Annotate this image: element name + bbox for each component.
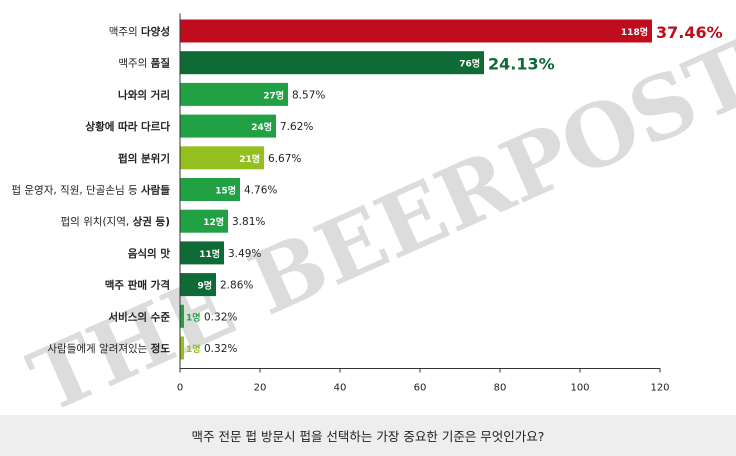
category-label: 펍 운영자, 직원, 단골손님 등 사람들 [11, 184, 170, 197]
bars-group: 맥주의 다양성 118명 37.46% 맥주의 품질 76명 24.13% 나와의 거리 27… [11, 19, 723, 360]
question-text: 맥주 전문 펍 방문시 펍을 선택하는 가장 중요한 기준은 무엇인가요? [191, 429, 545, 444]
category-label-emphasis: 상황에 따라 다르다 [85, 120, 170, 133]
category-label-part: 펍의 위치(지역, [60, 215, 132, 228]
bar-count-label: 1명 [186, 311, 201, 323]
bar [180, 51, 484, 75]
category-label-emphasis: 사람들 [141, 184, 170, 197]
category-label: 펍의 분위기 [118, 152, 170, 165]
bar [180, 178, 240, 201]
bar-count-label: 118명 [621, 26, 648, 38]
bar-percent-label: 6.67% [268, 153, 301, 165]
category-label-part: 맥주의 [118, 58, 150, 70]
category-label-part: 사람들에게 알려져있는 [47, 342, 150, 355]
bar [180, 19, 652, 43]
category-label-emphasis: 품질 [151, 58, 170, 70]
category-label-emphasis: 서비스의 수준 [108, 310, 170, 323]
category-label-emphasis: 맥주 판매 가격 [105, 279, 170, 292]
bar-count-label: 12명 [203, 216, 224, 228]
category-label-emphasis: 펍의 분위기 [118, 152, 170, 165]
bar-percent-label: 3.49% [228, 248, 261, 260]
category-label: 나와의 거리 [118, 88, 170, 101]
category-label: 상황에 따라 다르다 [85, 120, 170, 133]
category-label-emphasis: 나와의 거리 [118, 88, 170, 101]
x-tick-label: 20 [254, 383, 267, 394]
x-tick-label: 0 [177, 383, 183, 394]
category-label-emphasis: 정도 [151, 342, 171, 355]
category-label-emphasis: 음식의 맛 [128, 247, 171, 260]
category-label: 음식의 맛 [128, 247, 171, 260]
question-footer: 맥주 전문 펍 방문시 펍을 선택하는 가장 중요한 기준은 무엇인가요? [0, 415, 736, 456]
bar [180, 114, 276, 138]
bar-chart: THE BEERPOST 맥주의 다양성 118명 37.46%맥주의 품질 76명 2… [11, 13, 736, 415]
x-tick-label: 80 [494, 383, 507, 394]
category-label: 서비스의 수준 [108, 310, 170, 323]
bar-percent-label: 4.76% [244, 185, 277, 197]
category-label: 맥주 판매 가격 [105, 279, 170, 292]
x-tick-label: 100 [570, 383, 589, 394]
bar-count-label: 15명 [215, 185, 236, 197]
bar-count-label: 76명 [459, 58, 480, 70]
x-tick-label: 60 [414, 383, 427, 394]
bar-percent-label: 8.57% [292, 89, 325, 101]
bar-percent-label: 3.81% [232, 216, 265, 228]
category-label: 사람들에게 알려져있는 정도 [47, 342, 170, 355]
category-label-part: 맥주의 [109, 26, 141, 38]
bar [180, 336, 184, 360]
bar [180, 273, 216, 297]
category-label-part: 펍 운영자, 직원, 단골손님 등 [11, 185, 141, 197]
bar-percent-label: 0.32% [204, 311, 237, 323]
bar-count-label: 27명 [263, 89, 284, 101]
bar-count-label: 9명 [197, 280, 212, 292]
bar-count-label: 21명 [239, 153, 260, 165]
bar-percent-label: 24.13% [488, 55, 555, 74]
bar [180, 82, 288, 106]
category-label: 맥주의 품질 [118, 58, 170, 70]
category-label: 맥주의 다양성 [109, 25, 170, 38]
bar-percent-label: 7.62% [280, 121, 313, 133]
bar-count-label: 11명 [199, 248, 220, 260]
bar [180, 304, 184, 328]
category-label: 펍의 위치(지역, 상권 등) [60, 215, 170, 228]
bar-percent-label: 2.86% [220, 280, 253, 292]
category-label-emphasis: 다양성 [141, 25, 170, 38]
bar [180, 241, 224, 265]
category-label-emphasis: 상권 등) [133, 215, 170, 228]
bar-count-label: 1명 [186, 343, 201, 355]
x-tick-label: 120 [650, 383, 669, 394]
bar [180, 209, 228, 233]
x-axis: 0 20 40 60 80 100 120 [177, 13, 670, 394]
bar-count-label: 24명 [251, 121, 272, 133]
x-tick-label: 40 [334, 383, 347, 394]
bar-percent-label: 0.32% [204, 343, 237, 355]
bar-percent-label: 37.46% [656, 23, 723, 42]
bar [180, 146, 264, 170]
